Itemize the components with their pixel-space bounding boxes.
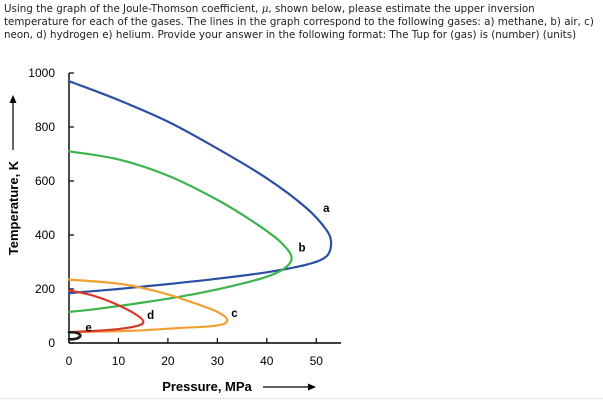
divider [0, 398, 603, 399]
y-tick-label: 800 [35, 120, 55, 134]
y-axis-label: Temperature, K [6, 160, 21, 255]
x-tick-label: 10 [112, 354, 126, 368]
series-d-line [67, 289, 145, 334]
series-label-c: c [231, 308, 238, 320]
series-e-line [67, 330, 82, 341]
x-tick-label: 50 [310, 354, 324, 368]
series-c-line [67, 278, 229, 334]
x-axis-label: Pressure, MPa [162, 379, 252, 394]
series-label-e: e [85, 322, 91, 334]
y-tick-label: 400 [35, 228, 55, 242]
series-b-line [67, 150, 293, 313]
mu-symbol: μ [261, 3, 269, 15]
x-tick-label: 20 [161, 354, 175, 368]
series-label-d: d [147, 310, 154, 322]
series-a-line [67, 80, 333, 295]
question-part1: Using the graph of the Joule-Thomson coe… [4, 3, 262, 15]
y-axis-arrow-head [9, 95, 17, 103]
question-part2: , shown below, please estimate the upper… [4, 3, 594, 41]
series-label-a: a [323, 203, 330, 215]
y-tick-label: 600 [35, 174, 55, 188]
y-tick-label: 0 [48, 336, 55, 350]
y-tick-label: 1000 [28, 66, 55, 80]
question-text: Using the graph of the Joule-Thomson coe… [4, 3, 597, 42]
x-axis-arrow-head [308, 383, 316, 391]
x-tick-label: 0 [66, 354, 73, 368]
x-tick-label: 30 [211, 354, 225, 368]
series-label-b: b [299, 242, 306, 254]
y-tick-label: 200 [35, 282, 55, 296]
x-tick-label: 40 [260, 354, 274, 368]
